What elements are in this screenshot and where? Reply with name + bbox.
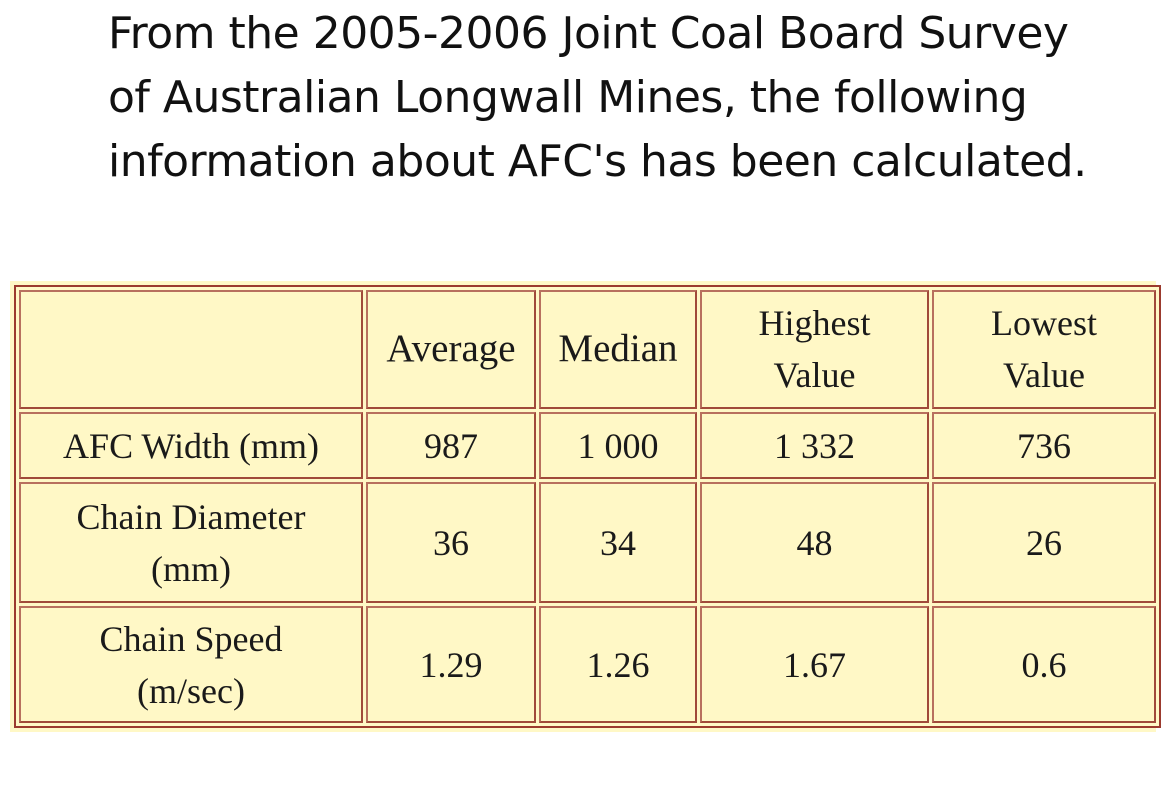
row-label-chain-speed: Chain Speed (m/sec) [19, 606, 363, 723]
intro-line: From the 2005-2006 Joint Coal Board Surv… [108, 8, 1069, 59]
row-label-line1: AFC Width (mm) [63, 425, 319, 466]
afc-statistics-table-frame: Average Median Highest Value Lowest Valu… [10, 281, 1161, 732]
cell-average: 36 [366, 482, 536, 604]
afc-statistics-table: Average Median Highest Value Lowest Valu… [14, 285, 1161, 728]
cell-median: 1 000 [539, 411, 697, 480]
cell-median: 1.26 [539, 606, 697, 723]
header-median: Median [539, 290, 697, 409]
cell-highest: 1 332 [700, 411, 929, 480]
header-highest-line2: Value [773, 355, 856, 396]
row-label-line1: Chain Speed [99, 618, 283, 659]
table-header-row: Average Median Highest Value Lowest Valu… [19, 290, 1156, 409]
header-lowest-line2: Value [1003, 355, 1085, 396]
header-corner-cell [19, 290, 363, 409]
row-label-afc-width: AFC Width (mm) [19, 411, 363, 480]
header-highest-line1: Highest [758, 303, 871, 344]
cell-highest: 1.67 [700, 606, 929, 723]
table-row: Chain Speed (m/sec) 1.29 1.26 1.67 0.6 [19, 606, 1156, 723]
header-lowest-line1: Lowest [991, 303, 1097, 344]
table-row: Chain Diameter (mm) 36 34 48 26 [19, 482, 1156, 604]
header-highest-value: Highest Value [700, 290, 929, 409]
intro-text: From the 2005-2006 Joint Coal Board Surv… [108, 2, 1148, 194]
cell-average: 987 [366, 411, 536, 480]
row-label-chain-diameter: Chain Diameter (mm) [19, 482, 363, 604]
row-label-line2: (mm) [151, 548, 231, 589]
cell-lowest: 736 [932, 411, 1156, 480]
row-label-line1: Chain Diameter [76, 496, 306, 537]
header-average: Average [366, 290, 536, 409]
cell-average: 1.29 [366, 606, 536, 723]
intro-line: information about AFC's has been calcula… [108, 136, 1087, 187]
row-label-line2: (m/sec) [137, 670, 245, 711]
intro-line: of Australian Longwall Mines, the follow… [108, 72, 1028, 123]
cell-lowest: 26 [932, 482, 1156, 604]
cell-lowest: 0.6 [932, 606, 1156, 723]
table-row: AFC Width (mm) 987 1 000 1 332 736 [19, 411, 1156, 480]
cell-highest: 48 [700, 482, 929, 604]
cell-median: 34 [539, 482, 697, 604]
header-lowest-value: Lowest Value [932, 290, 1156, 409]
